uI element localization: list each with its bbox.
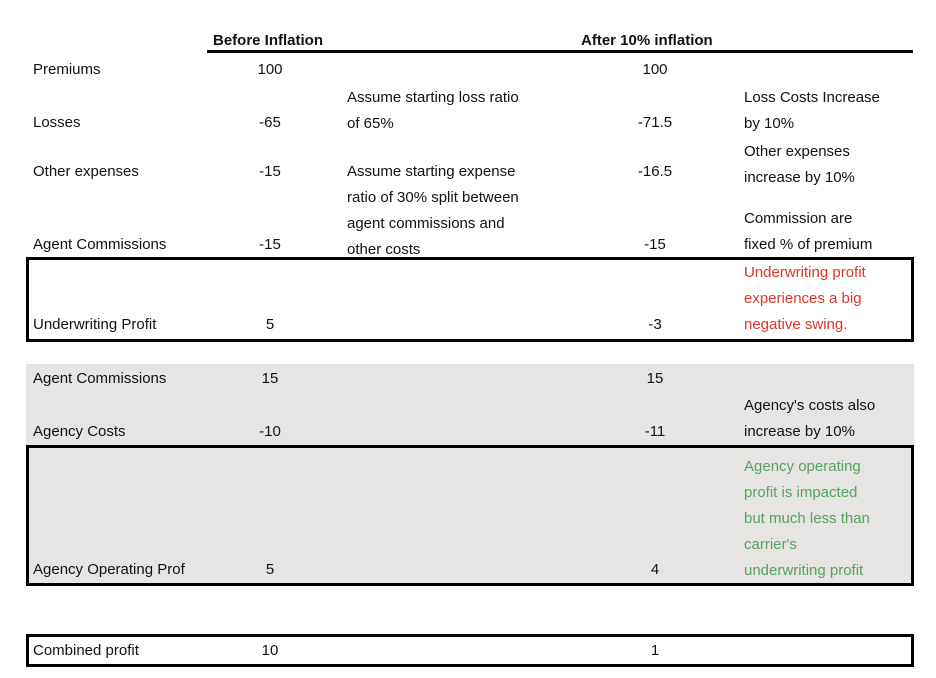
- combined-profit-box: [26, 634, 914, 667]
- note-loss-ratio-assumption: Assume starting loss ratio of 65%: [347, 89, 519, 132]
- column-header-before: Before Inflation: [213, 32, 324, 49]
- cell-before: 10: [261, 642, 279, 659]
- row-label: Agency Costs: [33, 423, 126, 440]
- row-label: Combined profit: [33, 642, 139, 659]
- cell-before: -15: [259, 236, 281, 253]
- column-header-after: After 10% inflation: [581, 32, 713, 49]
- note-expense-ratio-assumption: Assume starting expense ratio of 30% spl…: [347, 163, 519, 258]
- cell-before: -65: [259, 114, 281, 131]
- note-agency-costs-increase: Agency's costs also increase by 10%: [744, 397, 876, 440]
- cell-before: -10: [259, 423, 281, 440]
- cell-after: 4: [650, 561, 660, 578]
- row-label: Underwriting Profit: [33, 316, 157, 333]
- cell-after: 1: [650, 642, 660, 659]
- cell-after: -15: [644, 236, 666, 253]
- cell-before: 5: [265, 561, 275, 578]
- row-label: Losses: [33, 114, 81, 131]
- row-label: Agent Commissions: [33, 370, 167, 387]
- agency-section-background: [26, 364, 914, 445]
- cell-after: -11: [644, 423, 666, 440]
- agency-operating-profit-box: [26, 445, 914, 586]
- cell-before: 5: [265, 316, 275, 333]
- note-other-expenses-increase: Other expenses increase by 10%: [744, 143, 855, 186]
- note-commissions-fixed: Commission are fixed % of premium: [744, 210, 873, 253]
- cell-after: 100: [642, 61, 668, 78]
- header-underline: [207, 50, 913, 53]
- cell-after: -3: [648, 316, 662, 333]
- cell-before: -15: [259, 163, 281, 180]
- row-label: Agent Commissions: [33, 236, 167, 253]
- note-underwriting-swing: Underwriting profit experiences a big ne…: [744, 264, 866, 333]
- cell-before: 15: [261, 370, 279, 387]
- note-agency-operating: Agency operating profit is impacted but …: [744, 458, 870, 579]
- note-loss-costs-increase: Loss Costs Increase by 10%: [744, 89, 880, 132]
- row-label: Premiums: [33, 61, 101, 78]
- row-label: Agency Operating Prof: [33, 561, 185, 578]
- cell-after: 15: [646, 370, 664, 387]
- underwriting-profit-box: [26, 257, 914, 342]
- row-label: Other expenses: [33, 163, 139, 180]
- cell-after: -16.5: [637, 163, 673, 180]
- cell-before: 100: [257, 61, 283, 78]
- cell-after: -71.5: [637, 114, 673, 131]
